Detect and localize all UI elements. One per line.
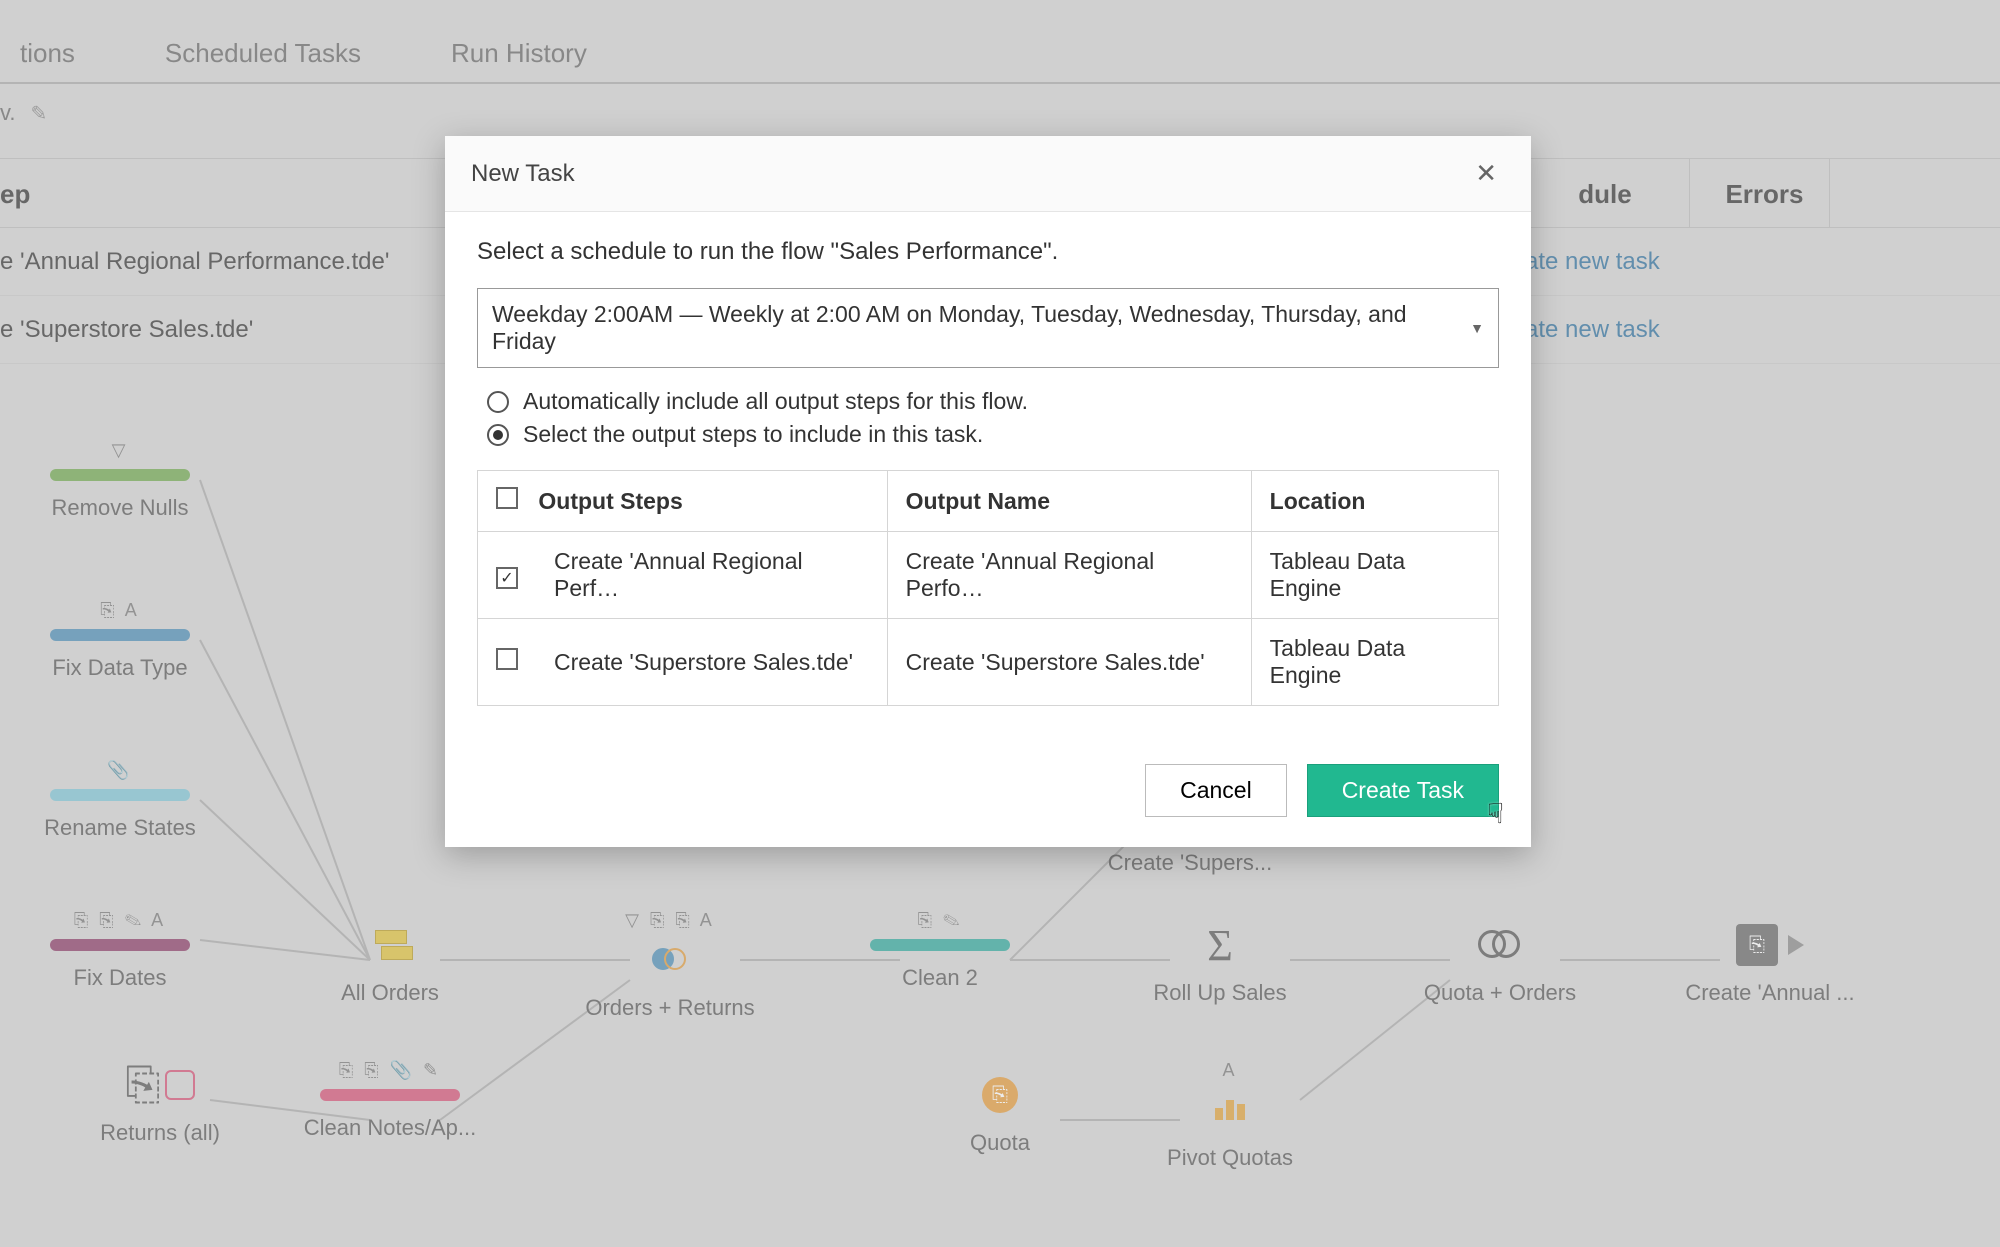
- output-steps-table: Output Steps Output Name Location Create…: [477, 470, 1499, 706]
- close-icon[interactable]: ✕: [1467, 154, 1505, 193]
- cell-step: Create 'Superstore Sales.tde': [536, 619, 887, 706]
- new-task-modal: New Task ✕ Select a schedule to run the …: [445, 136, 1531, 847]
- create-task-label: Create Task: [1342, 777, 1464, 803]
- col-output-name: Output Name: [887, 471, 1251, 532]
- schedule-select[interactable]: Weekday 2:00AM — Weekly at 2:00 AM on Mo…: [477, 288, 1499, 368]
- select-all-checkbox[interactable]: [496, 487, 518, 509]
- cursor-icon: ☟: [1487, 797, 1504, 830]
- cell-name: Create 'Superstore Sales.tde': [887, 619, 1251, 706]
- chevron-down-icon: ▼: [1470, 320, 1484, 336]
- radio-label: Automatically include all output steps f…: [523, 388, 1028, 415]
- cell-loc: Tableau Data Engine: [1251, 532, 1498, 619]
- create-task-button[interactable]: Create Task ☟: [1307, 764, 1499, 817]
- cell-step: Create 'Annual Regional Perf…: [536, 532, 887, 619]
- modal-prompt: Select a schedule to run the flow "Sales…: [477, 238, 1499, 266]
- radio-auto-include[interactable]: Automatically include all output steps f…: [487, 388, 1499, 415]
- output-radio-group: Automatically include all output steps f…: [487, 388, 1499, 448]
- modal-footer: Cancel Create Task ☟: [445, 734, 1531, 847]
- modal-body: Select a schedule to run the flow "Sales…: [445, 212, 1531, 734]
- row-checkbox[interactable]: [496, 648, 518, 670]
- radio-label: Select the output steps to include in th…: [523, 421, 983, 448]
- col-location: Location: [1251, 471, 1498, 532]
- row-checkbox[interactable]: [496, 567, 518, 589]
- cell-name: Create 'Annual Regional Perfo…: [887, 532, 1251, 619]
- col-header-text: Output Steps: [538, 488, 682, 514]
- radio-select-steps[interactable]: Select the output steps to include in th…: [487, 421, 1499, 448]
- modal-header: New Task ✕: [445, 136, 1531, 212]
- cancel-button[interactable]: Cancel: [1145, 764, 1287, 817]
- table-row: Create 'Annual Regional Perf… Create 'An…: [478, 532, 1499, 619]
- cell-loc: Tableau Data Engine: [1251, 619, 1498, 706]
- col-output-steps: Output Steps: [478, 471, 888, 532]
- radio-icon: [487, 391, 509, 413]
- modal-title: New Task: [471, 160, 575, 188]
- radio-icon: [487, 424, 509, 446]
- schedule-value: Weekday 2:00AM — Weekly at 2:00 AM on Mo…: [492, 301, 1407, 354]
- table-row: Create 'Superstore Sales.tde' Create 'Su…: [478, 619, 1499, 706]
